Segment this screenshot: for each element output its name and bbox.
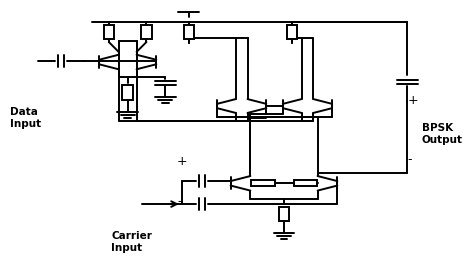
Bar bbox=[251, 180, 275, 186]
Bar bbox=[287, 25, 297, 39]
Text: +: + bbox=[407, 94, 418, 107]
Text: BPSK
Output: BPSK Output bbox=[421, 123, 463, 145]
Bar bbox=[183, 25, 194, 39]
Text: Carrier
Input: Carrier Input bbox=[111, 231, 152, 253]
Bar bbox=[293, 180, 317, 186]
Bar bbox=[122, 85, 133, 100]
Bar bbox=[141, 25, 152, 39]
Text: -: - bbox=[407, 153, 412, 166]
Text: -: - bbox=[177, 195, 182, 209]
Text: Data
Input: Data Input bbox=[10, 107, 41, 129]
Bar bbox=[279, 207, 289, 221]
Bar bbox=[104, 25, 114, 39]
Text: +: + bbox=[177, 155, 188, 169]
